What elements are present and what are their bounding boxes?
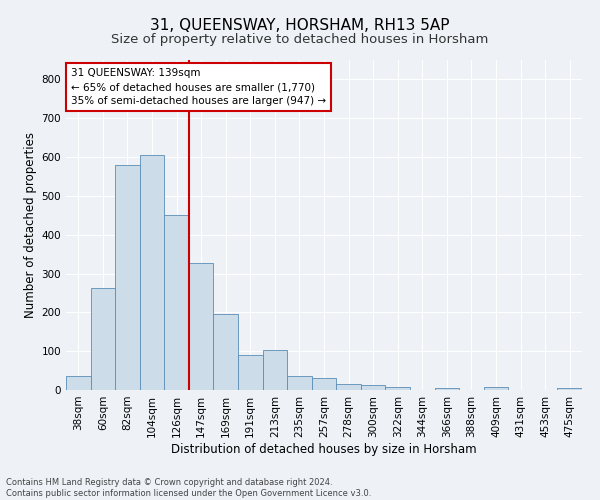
Bar: [238, 355, 263, 390]
Y-axis label: Number of detached properties: Number of detached properties: [25, 132, 37, 318]
Bar: [434, 388, 459, 390]
Bar: [557, 388, 582, 390]
Bar: [140, 155, 164, 390]
Bar: [91, 288, 115, 390]
Text: Contains HM Land Registry data © Crown copyright and database right 2024.
Contai: Contains HM Land Registry data © Crown c…: [6, 478, 371, 498]
Bar: [189, 262, 214, 390]
Bar: [336, 384, 361, 390]
Bar: [214, 314, 238, 390]
X-axis label: Distribution of detached houses by size in Horsham: Distribution of detached houses by size …: [171, 442, 477, 456]
Bar: [164, 216, 189, 390]
Bar: [361, 386, 385, 390]
Bar: [263, 350, 287, 390]
Bar: [287, 376, 312, 390]
Text: 31, QUEENSWAY, HORSHAM, RH13 5AP: 31, QUEENSWAY, HORSHAM, RH13 5AP: [150, 18, 450, 32]
Text: 31 QUEENSWAY: 139sqm
← 65% of detached houses are smaller (1,770)
35% of semi-de: 31 QUEENSWAY: 139sqm ← 65% of detached h…: [71, 68, 326, 106]
Text: Size of property relative to detached houses in Horsham: Size of property relative to detached ho…: [112, 32, 488, 46]
Bar: [115, 165, 140, 390]
Bar: [484, 387, 508, 390]
Bar: [66, 376, 91, 390]
Bar: [312, 378, 336, 390]
Bar: [385, 387, 410, 390]
